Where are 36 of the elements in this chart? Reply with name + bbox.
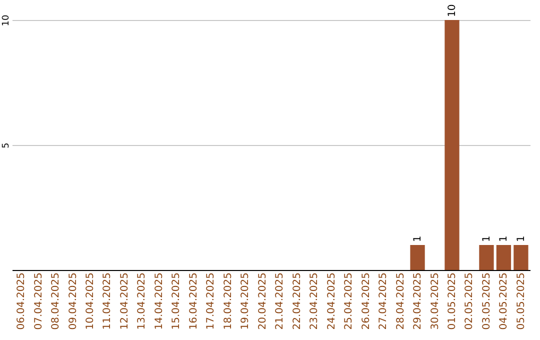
x-tick-label: 14.04.2025 [154, 272, 165, 330]
x-tick-label: 21.04.2025 [274, 272, 286, 330]
x-tick-label: 23.04.2025 [309, 272, 320, 330]
x-tick-label: 02.05.2025 [464, 272, 476, 330]
data-label: 1 [481, 236, 492, 242]
x-tick-label: 19.04.2025 [240, 272, 252, 330]
x-tick-label: 03.05.2025 [481, 272, 492, 330]
x-tick-label: 09.04.2025 [68, 272, 79, 330]
x-tick-label: 07.04.2025 [33, 272, 44, 330]
x-tick-label: 04.05.2025 [498, 272, 510, 330]
y-tick-label: 5 [2, 142, 12, 148]
x-tick-label: 17.04.2025 [206, 272, 217, 330]
x-tick-label: 24.04.2025 [326, 272, 338, 330]
x-tick-label: 16.04.2025 [188, 272, 200, 330]
x-tick-label: 26.04.2025 [360, 272, 372, 330]
data-label: 1 [412, 236, 424, 242]
x-tick-label: 29.04.2025 [412, 272, 424, 330]
x-tick-label: 01.05.2025 [447, 272, 458, 330]
x-tick-label: 05.05.2025 [516, 272, 527, 330]
x-tick-label: 28.04.2025 [395, 272, 406, 330]
x-tick-label: 27.04.2025 [378, 272, 390, 330]
x-tick-label: 06.04.2025 [16, 272, 28, 330]
x-tick-label: 15.04.2025 [171, 272, 182, 330]
x-tick-label: 20.04.2025 [257, 272, 268, 330]
x-tick-label: 10.04.2025 [85, 272, 96, 330]
x-tick-label: 18.04.2025 [222, 272, 234, 330]
x-tick-label: 13.04.2025 [136, 272, 148, 330]
data-label: 10 [447, 4, 458, 17]
data-label: 1 [516, 236, 527, 242]
data-label: 1 [498, 236, 510, 242]
x-tick-label: 11.04.2025 [102, 272, 114, 330]
x-tick-label: 30.04.2025 [430, 272, 441, 330]
x-tick-label: 25.04.2025 [344, 272, 355, 330]
x-tick-label: 12.04.2025 [119, 272, 130, 330]
x-tick-label: 22.04.2025 [292, 272, 303, 330]
x-tick-label: 08.04.2025 [50, 272, 62, 330]
